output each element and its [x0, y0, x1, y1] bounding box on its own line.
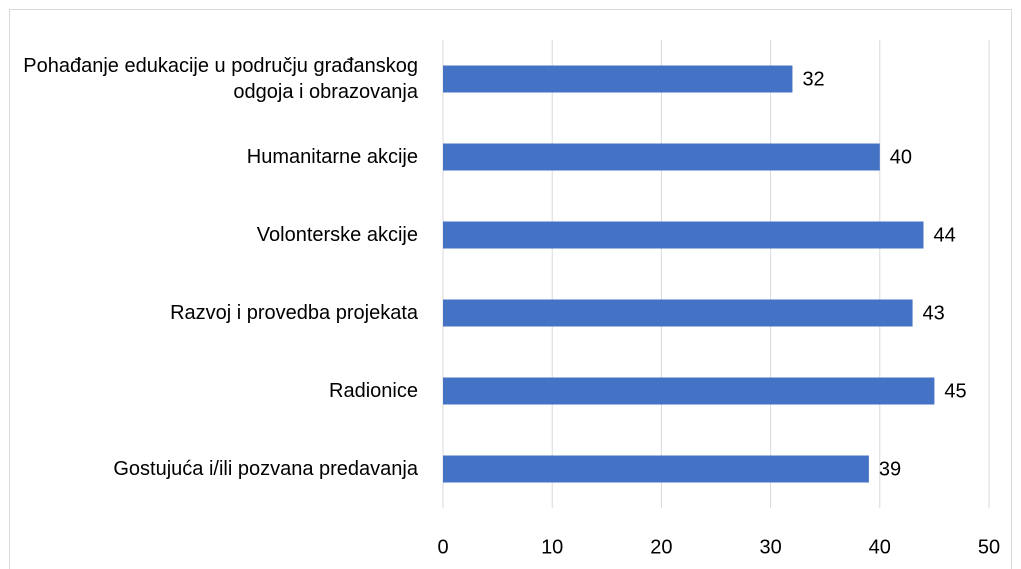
x-tick-label: 30 — [759, 536, 781, 558]
data-label: 32 — [802, 68, 824, 90]
x-tick-label: 10 — [541, 536, 563, 558]
x-tick-label: 20 — [650, 536, 672, 558]
y-tick-label: Pohađanje edukacije u području građansko… — [23, 55, 418, 103]
data-label: 44 — [933, 224, 955, 246]
data-label: 43 — [923, 302, 945, 324]
data-label: 40 — [890, 146, 912, 168]
x-tick-label: 50 — [978, 536, 1000, 558]
data-label: 39 — [879, 458, 901, 480]
y-tick-label: Volonterske akcije — [256, 224, 418, 246]
y-tick-label: Humanitarne akcije — [246, 146, 418, 168]
y-tick-label: Radionice — [329, 380, 418, 402]
bar — [443, 143, 880, 171]
x-tick-label: 40 — [869, 536, 891, 558]
bar — [443, 455, 869, 483]
y-tick-label: Gostujuća i/ili pozvana predavanja — [113, 458, 418, 480]
chart-border — [9, 9, 1012, 569]
data-label: 45 — [944, 380, 966, 402]
y-tick-label: Razvoj i provedba projekata — [170, 302, 418, 324]
bar — [443, 221, 924, 249]
bar — [443, 299, 913, 327]
bar — [443, 377, 935, 405]
x-tick-label: 0 — [437, 536, 448, 558]
bar — [443, 65, 793, 93]
